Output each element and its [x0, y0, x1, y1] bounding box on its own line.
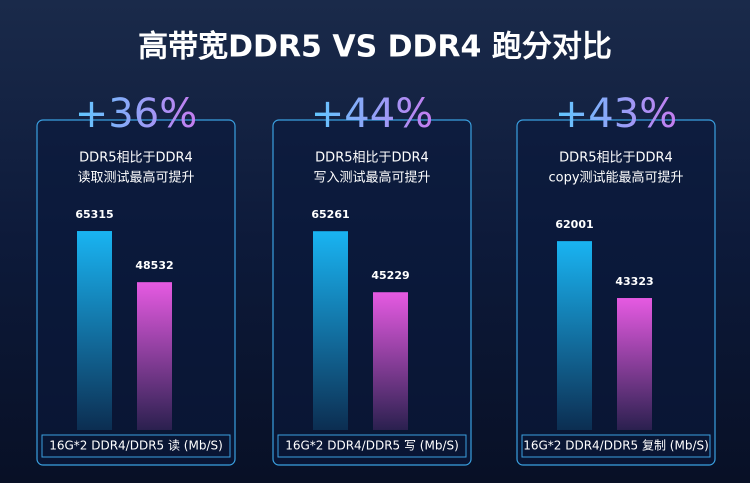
subtitle: 写入测试最高可提升	[313, 170, 430, 186]
value-label: 65261	[311, 208, 349, 221]
page-title: 高带宽DDR5 VS DDR4 跑分对比	[138, 30, 612, 65]
value-label: 45229	[371, 269, 409, 282]
subtitle: DDR5相比于DDR4	[79, 151, 193, 166]
bar	[313, 231, 348, 430]
value-label: 65315	[75, 208, 113, 221]
bar	[557, 241, 592, 430]
footer: 16G*2 DDR4/DDR5 读 (Mb/S)	[49, 439, 223, 453]
value-label: 48532	[135, 259, 173, 272]
subtitle: DDR5相比于DDR4	[315, 151, 429, 166]
footer-box	[277, 434, 467, 458]
footer-box	[521, 434, 711, 458]
headline: +44%	[311, 91, 433, 137]
bar	[373, 292, 408, 430]
bar	[77, 231, 112, 430]
subtitle: DDR5相比于DDR4	[559, 151, 673, 166]
value-label: 43323	[615, 275, 653, 288]
bar	[617, 298, 652, 430]
value-label: 62001	[555, 218, 593, 231]
footer: 16G*2 DDR4/DDR5 写 (Mb/S)	[285, 439, 459, 453]
subtitle: 读取测试最高可提升	[77, 170, 194, 186]
footer-box	[41, 434, 231, 458]
footer: 16G*2 DDR4/DDR5 复制 (Mb/S)	[523, 439, 709, 453]
bar	[137, 282, 172, 430]
subtitle: copy测试能最高可提升	[548, 170, 683, 186]
headline: +36%	[75, 91, 197, 137]
headline: +43%	[555, 91, 677, 137]
